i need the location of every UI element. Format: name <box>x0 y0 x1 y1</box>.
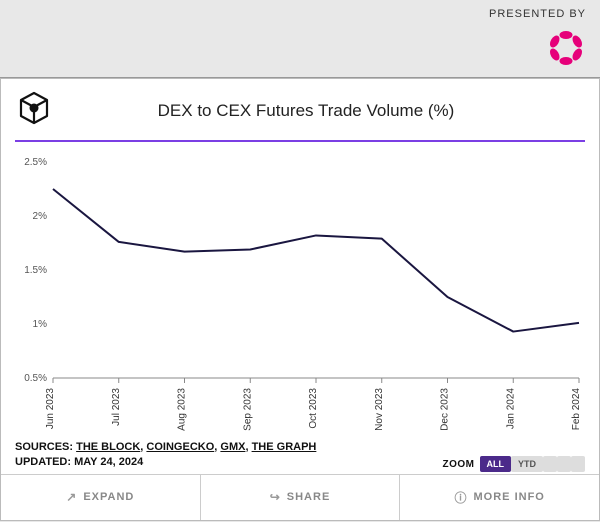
svg-text:Nov 2023: Nov 2023 <box>374 388 385 431</box>
svg-text:Feb 2024: Feb 2024 <box>571 388 582 431</box>
chart-plot: 0.5% 1% 1.5% 2% 2.5% Jun 2023 Jul 2023 Aug 2023… <box>15 150 585 440</box>
source-link[interactable]: THE GRAPH <box>252 441 317 453</box>
footer-row: ↗ EXPAND ↪ SHARE ⓘ MORE INFO <box>1 474 599 520</box>
svg-text:Jul 2023: Jul 2023 <box>111 388 122 426</box>
svg-text:1%: 1% <box>33 319 48 330</box>
sources-label: SOURCES: <box>15 441 73 453</box>
chart-title: DEX to CEX Futures Trade Volume (%) <box>67 101 585 121</box>
expand-label: EXPAND <box>83 491 134 503</box>
svg-text:Jan 2024: Jan 2024 <box>505 388 516 430</box>
share-icon: ↪ <box>270 490 281 504</box>
expand-icon: ↗ <box>66 490 77 504</box>
chart-card: DEX to CEX Futures Trade Volume (%) 0.5%… <box>0 78 600 521</box>
zoom-blank-button[interactable] <box>543 456 557 472</box>
zoom-label: ZOOM <box>443 459 475 470</box>
more-info-label: MORE INFO <box>474 491 545 503</box>
svg-text:Sep 2023: Sep 2023 <box>242 388 253 431</box>
updated-label: UPDATED: <box>15 456 71 468</box>
zoom-group: ZOOM ALLYTD <box>443 459 586 470</box>
presented-by-label: PRESENTED BY <box>489 8 586 20</box>
source-link[interactable]: GMX <box>220 441 245 453</box>
updated-line: UPDATED: MAY 24, 2024 <box>15 455 316 470</box>
svg-text:0.5%: 0.5% <box>24 373 47 384</box>
updated-value: MAY 24, 2024 <box>74 456 143 468</box>
zoom-all-button[interactable]: ALL <box>480 456 512 472</box>
accent-rule <box>15 140 585 142</box>
share-label: SHARE <box>287 491 331 503</box>
meta-row: SOURCES: THE BLOCK, COINGECKO, GMX, THE … <box>1 440 599 474</box>
svg-text:Dec 2023: Dec 2023 <box>440 388 451 431</box>
svg-text:1.5%: 1.5% <box>24 265 47 276</box>
sponsor-logo[interactable] <box>546 28 586 73</box>
top-bar: PRESENTED BY <box>0 0 600 78</box>
meta-left: SOURCES: THE BLOCK, COINGECKO, GMX, THE … <box>15 440 316 470</box>
expand-button[interactable]: ↗ EXPAND <box>1 475 201 520</box>
svg-text:2.5%: 2.5% <box>24 157 47 168</box>
zoom-ytd-button[interactable]: YTD <box>511 456 543 472</box>
svg-text:Jun 2023: Jun 2023 <box>45 388 56 430</box>
source-link[interactable]: THE BLOCK <box>76 441 140 453</box>
share-button[interactable]: ↪ SHARE <box>201 475 401 520</box>
chart-header: DEX to CEX Futures Trade Volume (%) <box>1 79 599 134</box>
zoom-blank-button[interactable] <box>557 456 571 472</box>
svg-text:Oct 2023: Oct 2023 <box>308 388 319 429</box>
source-link[interactable]: COINGECKO <box>146 441 214 453</box>
block-logo-icon <box>15 89 53 132</box>
info-icon: ⓘ <box>455 489 468 506</box>
zoom-blank-button[interactable] <box>571 456 585 472</box>
svg-text:Aug 2023: Aug 2023 <box>177 388 188 431</box>
more-info-button[interactable]: ⓘ MORE INFO <box>400 475 599 520</box>
svg-text:2%: 2% <box>33 211 48 222</box>
sources-line: SOURCES: THE BLOCK, COINGECKO, GMX, THE … <box>15 440 316 455</box>
